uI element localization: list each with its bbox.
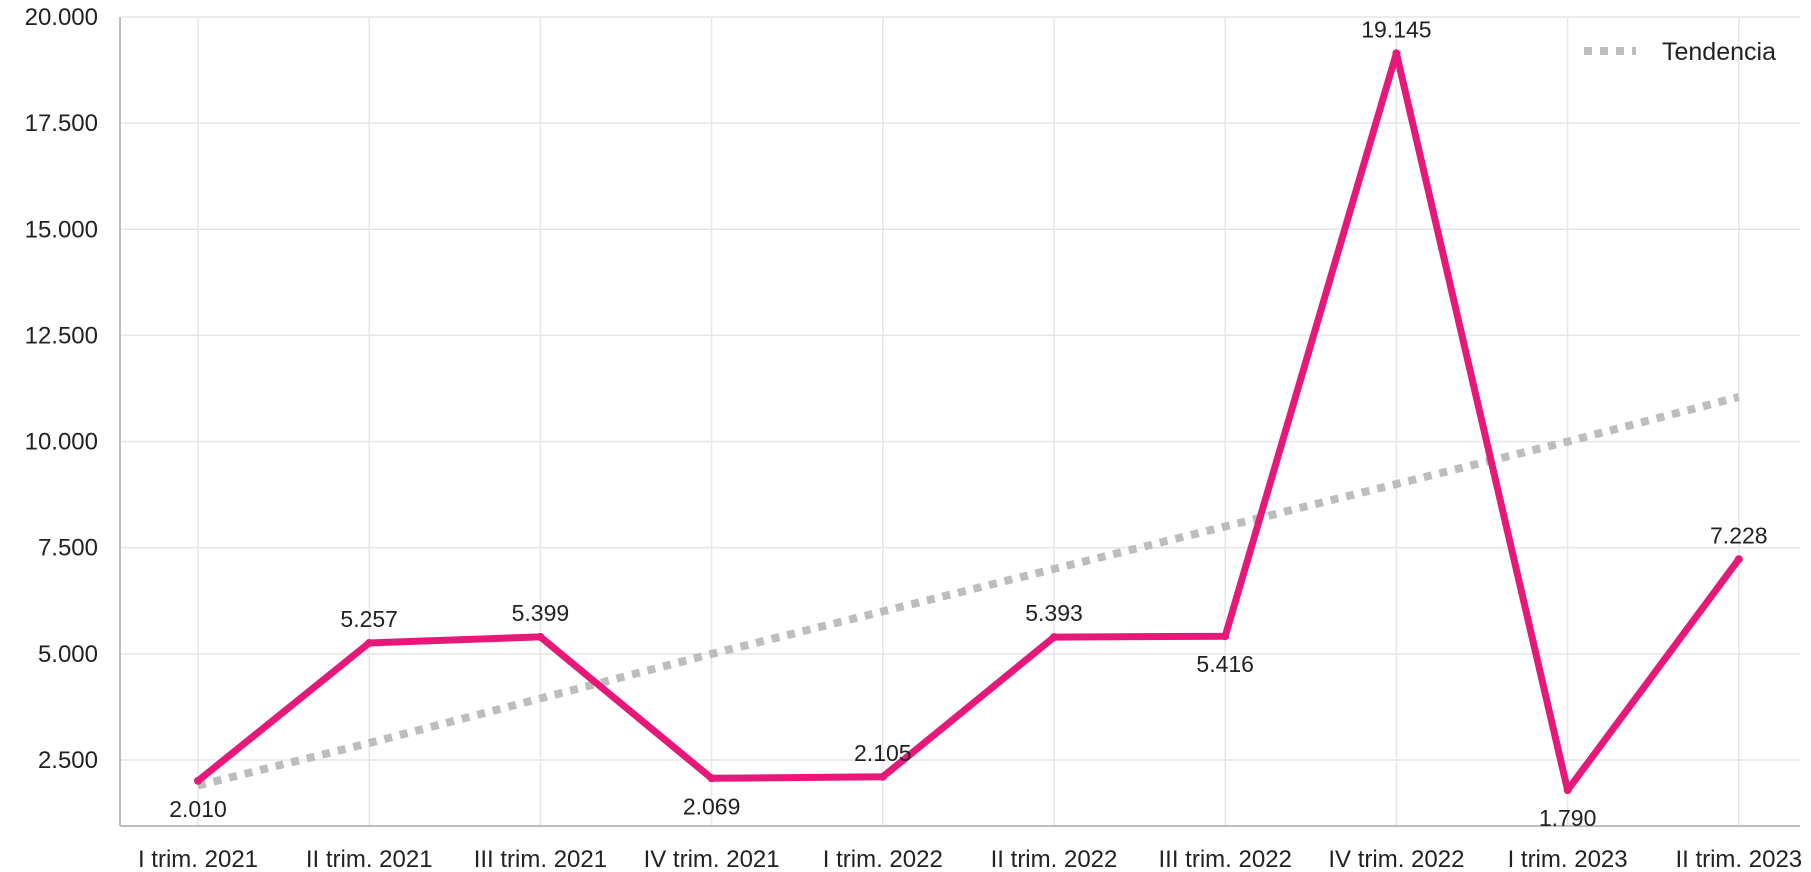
data-label: 5.257 [340,606,398,632]
y-tick-label: 20.000 [25,4,98,31]
data-point [365,638,374,647]
data-point [536,632,545,641]
grid [120,16,1800,826]
y-tick-label: 7.500 [38,535,98,562]
y-tick-labels: 2.500 5.000 7.500 10.000 12.500 15.000 17.500 2… [25,4,98,774]
data-label: 2.010 [169,796,227,822]
data-point [878,772,887,781]
data-labels: 2.010 5.257 5.399 2.069 2.105 5.393 5.416 19.14… [169,16,1767,831]
x-tick-label: II trim. 2023 [1675,846,1802,872]
data-label: 1.790 [1539,805,1597,831]
data-label: 7.228 [1710,522,1768,548]
x-tick-label: IV trim. 2022 [1328,846,1464,872]
y-tick-label: 10.000 [25,429,98,456]
data-point [1050,633,1058,642]
data-point [1392,49,1401,58]
y-tick-label: 15.000 [25,216,98,243]
data-label: 5.399 [512,600,570,626]
data-label: 2.105 [854,740,912,766]
x-tick-label: III trim. 2022 [1159,846,1292,872]
y-tick-label: 5.000 [38,641,98,668]
data-label: 2.069 [683,793,741,819]
y-tick-label: 2.500 [38,747,98,774]
data-point [194,776,202,785]
legend: Tendencia [1584,38,1776,66]
x-tick-label: I trim. 2023 [1508,846,1628,872]
y-tick-label: 12.500 [25,322,98,349]
data-point [1221,632,1230,641]
data-label: 5.393 [1025,600,1083,626]
series-layer [194,49,1743,795]
series-line [194,49,1743,794]
x-tick-label: IV trim. 2021 [644,846,780,872]
data-point [707,774,716,783]
data-point [1563,786,1572,795]
x-tick-label: III trim. 2021 [474,846,607,872]
x-tick-label: I trim. 2022 [823,846,943,872]
x-tick-label: I trim. 2021 [138,846,258,872]
data-label: 5.416 [1196,651,1254,677]
axes [119,17,1800,827]
trend-line [197,393,1740,790]
data-label: 19.145 [1361,16,1431,42]
x-tick-labels: I trim. 2021 II trim. 2021 III trim. 2021 I… [138,846,1802,872]
data-point [1734,555,1743,564]
x-tick-label: II trim. 2021 [306,846,433,872]
y-tick-label: 17.500 [25,110,98,137]
x-tick-label: II trim. 2022 [991,846,1118,872]
legend-trend-label: Tendencia [1662,38,1776,66]
